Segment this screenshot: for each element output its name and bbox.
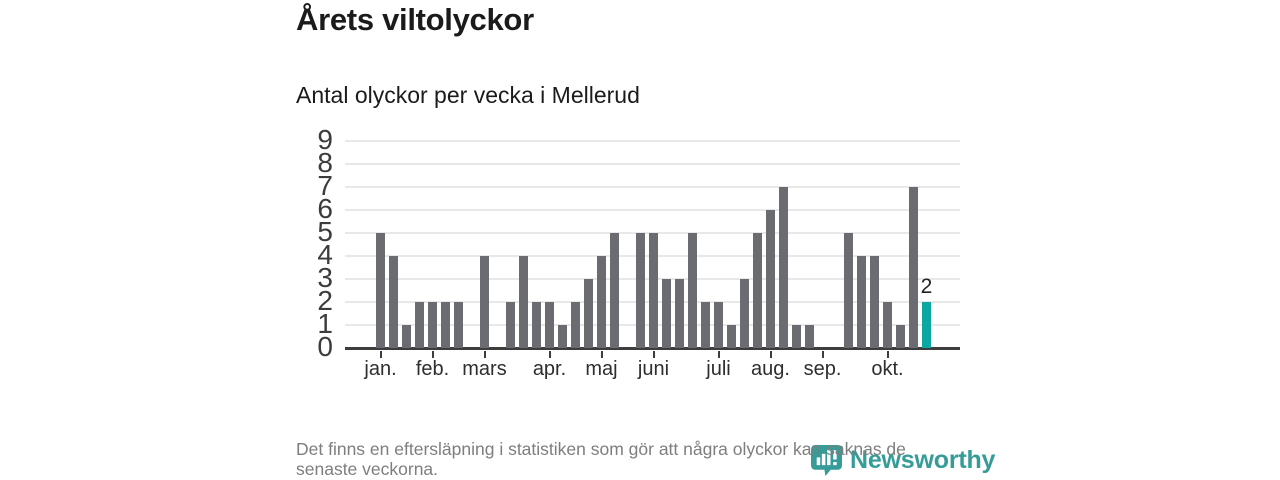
y-axis-tick-label: 6 [317, 192, 333, 224]
bar-week [896, 325, 905, 348]
y-axis-tick-label: 3 [317, 261, 333, 293]
gridline [345, 209, 960, 211]
bar-week [402, 325, 411, 348]
bar-week [610, 233, 619, 348]
bar-week [662, 279, 671, 348]
newsworthy-pin-icon [810, 444, 843, 477]
y-axis-tick-label: 5 [317, 215, 333, 247]
y-axis-tick-label: 2 [317, 284, 333, 316]
y-axis-tick-label: 8 [317, 146, 333, 178]
x-axis-month-label: aug. [751, 358, 790, 380]
y-axis-tick-label: 9 [317, 123, 333, 155]
bar-week [506, 302, 515, 348]
x-axis-tickmark [379, 351, 382, 358]
bar-week [883, 302, 892, 348]
bar-week [688, 233, 697, 348]
bar-week [584, 279, 593, 348]
footnote-line: Det finns en eftersläpning i statistiken… [296, 439, 906, 459]
bar-week [597, 256, 606, 348]
y-axis-tick-label: 0 [317, 330, 333, 362]
x-axis-tickmark [600, 351, 603, 358]
bar-week [701, 302, 710, 348]
bar-week [428, 302, 437, 348]
bar-week [519, 256, 528, 348]
newsworthy-wordmark: Newsworthy [850, 446, 996, 474]
footnote: Det finns en eftersläpning i statistiken… [296, 439, 1006, 479]
bar-week [480, 256, 489, 348]
bar-week [753, 233, 762, 348]
x-axis-month-label: feb. [415, 358, 450, 380]
bar-week [571, 302, 580, 348]
bar-week [415, 302, 424, 348]
y-axis-tick-label: 4 [317, 238, 333, 270]
bar-week [714, 302, 723, 348]
bar-week [376, 233, 385, 348]
bar-week [792, 325, 801, 348]
footnote-line: senaste veckorna. [296, 458, 439, 479]
x-axis-month-label: jan. [364, 358, 397, 380]
bar-highlighted-week [922, 302, 931, 348]
x-axis-tickmark [717, 351, 720, 358]
bar-week [727, 325, 736, 348]
gridline [345, 140, 960, 142]
y-axis-tick-label: 7 [317, 169, 333, 201]
x-axis-tickmark [886, 351, 889, 358]
gridline [345, 163, 960, 165]
bar-value-label: 2 [920, 275, 933, 298]
y-axis-tick-label: 1 [317, 307, 333, 339]
bar-week [805, 325, 814, 348]
bar-week [389, 256, 398, 348]
x-axis-month-label: okt. [871, 358, 904, 380]
bar-week [636, 233, 645, 348]
gridline [345, 186, 960, 188]
x-axis-tickmark [548, 351, 551, 358]
x-axis-month-label: juli [706, 358, 731, 380]
x-axis-month-label: mars [462, 358, 507, 380]
bar-week [545, 302, 554, 348]
bar-week [532, 302, 541, 348]
chart-subtitle: Antal olyckor per vecka i Mellerud [296, 82, 640, 108]
x-axis-line [345, 347, 960, 350]
x-axis-tickmark [769, 351, 772, 358]
x-axis-tickmark [652, 351, 655, 358]
x-axis-month-label: juni [637, 358, 670, 380]
x-axis-month-label: maj [585, 358, 618, 380]
bar-week [649, 233, 658, 348]
x-axis-tickmark [821, 351, 824, 358]
x-axis-month-label: sep. [803, 358, 842, 380]
bar-week [441, 302, 450, 348]
chart-title: Årets viltolyckor [296, 2, 534, 37]
bar-week [844, 233, 853, 348]
bar-week [857, 256, 866, 348]
bar-week [558, 325, 567, 348]
bar-week [454, 302, 463, 348]
x-axis-tickmark [483, 351, 486, 358]
bar-week [909, 187, 918, 348]
x-axis-tickmark [431, 351, 434, 358]
bar-week [675, 279, 684, 348]
bar-week [870, 256, 879, 348]
bar-week [740, 279, 749, 348]
bar-week [766, 210, 775, 348]
x-axis-month-label: apr. [532, 358, 567, 380]
bar-week [779, 187, 788, 348]
newsworthy-logo: Newsworthy [810, 444, 995, 477]
